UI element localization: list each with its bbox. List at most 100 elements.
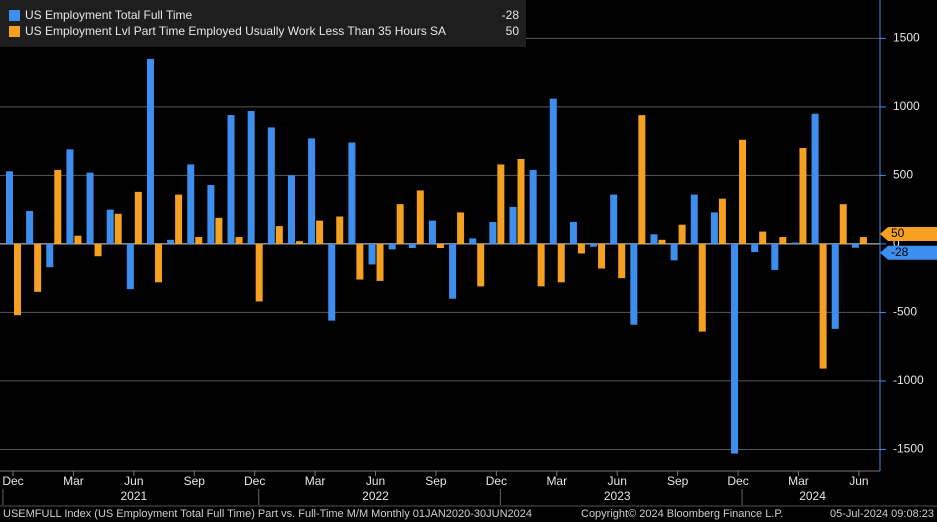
bar — [477, 243, 485, 287]
legend-box — [0, 0, 526, 47]
bar — [215, 217, 223, 244]
legend-value: -28 — [502, 8, 520, 22]
bar — [348, 142, 356, 244]
bar — [54, 169, 62, 244]
bar — [549, 98, 557, 244]
bar — [106, 209, 114, 244]
y-tick-label: 0 — [893, 236, 900, 250]
year-label: 2024 — [799, 489, 826, 503]
bar — [457, 212, 465, 244]
footer-copyright: Copyright© 2024 Bloomberg Finance L.P. — [581, 508, 783, 520]
value-tag-label: -28 — [891, 245, 909, 259]
y-tick-label: 500 — [893, 168, 913, 182]
bar — [598, 243, 606, 269]
legend-swatch — [9, 26, 20, 37]
value-tag — [880, 227, 937, 242]
legend-value: 50 — [506, 24, 520, 38]
bar — [590, 243, 598, 247]
footer-source: USEMFULL Index (US Employment Total Full… — [3, 508, 532, 520]
bar — [308, 138, 316, 244]
bar — [46, 243, 54, 268]
bar — [167, 239, 175, 244]
x-tick-label: Dec — [244, 474, 265, 488]
x-tick-label: Jun — [124, 474, 143, 488]
bar — [517, 158, 525, 244]
bar — [569, 221, 577, 244]
bar — [618, 243, 626, 279]
bar — [316, 220, 324, 244]
bar — [638, 115, 646, 244]
y-tick-label: -1000 — [893, 373, 924, 387]
bar — [356, 243, 364, 280]
bar — [396, 204, 404, 244]
x-tick-label: Sep — [667, 474, 689, 488]
x-tick-label: Jun — [366, 474, 385, 488]
x-tick-label: Mar — [546, 474, 567, 488]
bar — [851, 243, 859, 248]
bar — [791, 242, 799, 244]
bar — [126, 243, 134, 290]
x-tick-label: Jun — [849, 474, 868, 488]
y-tick-label: 1500 — [893, 31, 920, 45]
bar — [449, 243, 457, 299]
bar — [175, 194, 183, 244]
bar — [74, 235, 82, 244]
bar — [731, 243, 739, 454]
bar — [86, 172, 94, 244]
bar — [287, 175, 295, 244]
bar — [247, 110, 255, 244]
x-tick-label: Dec — [486, 474, 507, 488]
x-tick-label: Mar — [788, 474, 809, 488]
bar — [6, 171, 13, 244]
year-label: 2022 — [362, 489, 389, 503]
bar — [469, 238, 477, 244]
bar — [489, 221, 497, 244]
bar — [650, 234, 658, 244]
bar — [537, 243, 545, 287]
bar — [336, 216, 344, 244]
bar — [718, 198, 726, 244]
bar — [207, 184, 215, 244]
bar — [26, 211, 34, 244]
y-tick-label: -500 — [893, 305, 917, 319]
bar — [376, 243, 384, 281]
bar — [436, 243, 444, 249]
bar — [759, 231, 767, 244]
bar — [275, 226, 283, 244]
x-tick-label: Mar — [305, 474, 326, 488]
bar — [819, 243, 827, 369]
bar — [267, 127, 275, 244]
bar — [428, 220, 436, 244]
bar — [557, 243, 565, 283]
bar — [751, 243, 759, 253]
bar — [388, 243, 396, 250]
bar — [295, 241, 303, 244]
bar — [66, 149, 74, 244]
bar — [577, 243, 585, 254]
bar — [839, 204, 847, 244]
year-label: 2023 — [604, 489, 631, 503]
bar — [831, 243, 839, 329]
bar — [114, 213, 122, 244]
bar — [529, 169, 537, 244]
bar — [739, 139, 747, 244]
bar — [34, 243, 42, 292]
bar — [509, 206, 517, 244]
bar — [710, 212, 718, 244]
bar — [859, 237, 867, 244]
bar — [811, 113, 819, 244]
bar — [235, 237, 243, 244]
bar — [497, 164, 505, 244]
bar — [187, 164, 195, 244]
bar — [698, 243, 706, 332]
x-tick-label: Mar — [63, 474, 84, 488]
bar — [658, 239, 666, 244]
value-tag — [880, 245, 937, 260]
x-tick-label: Sep — [425, 474, 447, 488]
legend-swatch — [9, 10, 20, 21]
bar — [134, 191, 142, 244]
legend-label: US Employment Total Full Time — [25, 8, 192, 22]
x-tick-label: Sep — [184, 474, 206, 488]
bar — [14, 243, 21, 316]
